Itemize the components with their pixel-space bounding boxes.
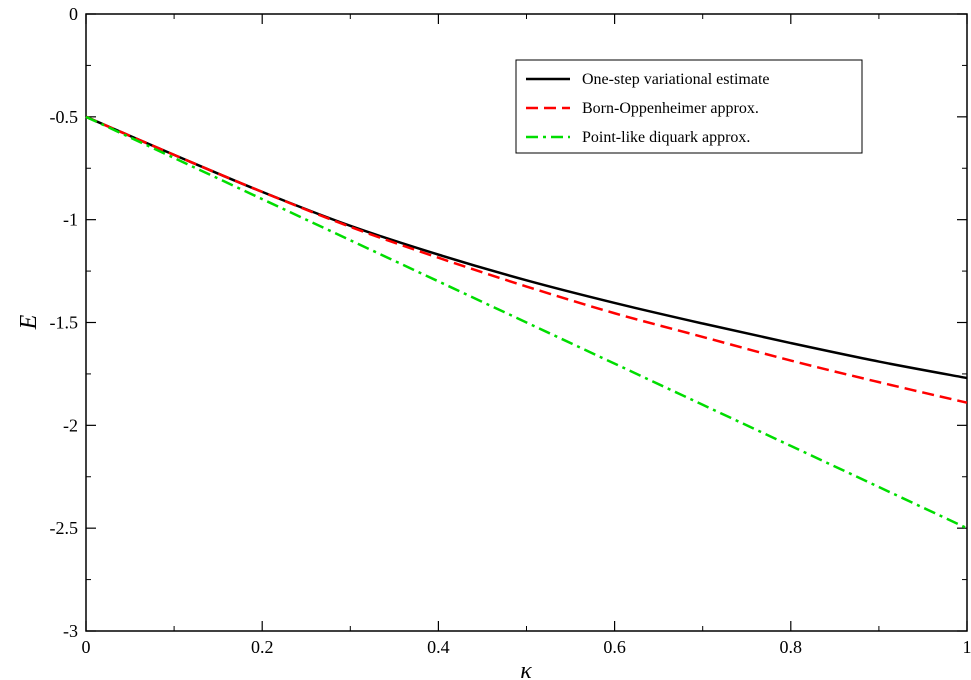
series-line-1	[85, 115, 968, 404]
y-tick-label: -2.5	[50, 518, 79, 538]
legend-label-2: Point-like diquark approx.	[582, 129, 750, 146]
x-tick-label: 0.8	[780, 637, 803, 657]
legend-label-1: Born-Oppenheimer approx.	[582, 100, 759, 117]
x-tick-label: 0.6	[603, 637, 626, 657]
y-axis-title: E	[16, 314, 42, 330]
y-tick-label: 0	[69, 4, 78, 24]
axis-ticks: 0 0.2 0.4 0.6 0.8 1 0 -0.5 -1 -1.5 -2 -2.5 -3	[50, 4, 971, 657]
x-tick-label: 0	[82, 637, 91, 657]
legend-label-0: One-step variational estimate	[582, 71, 769, 88]
series-line-2	[85, 115, 968, 530]
legend: One-step variational estimate Born-Oppenh…	[515, 59, 863, 154]
y-tick-label: -0.5	[50, 107, 79, 127]
y-tick-label: -1	[63, 210, 78, 230]
y-tick-label: -2	[63, 415, 78, 435]
legend-box	[515, 59, 863, 154]
series-lines	[85, 115, 968, 530]
y-tick-label: -1.5	[50, 313, 79, 333]
series-line-0	[85, 115, 968, 380]
x-tick-label: 1	[963, 637, 971, 657]
x-tick-label: 0.2	[251, 637, 274, 657]
x-tick-label: 0.4	[427, 637, 450, 657]
y-tick-label: -3	[63, 621, 78, 641]
x-axis-title: κ	[520, 658, 532, 680]
